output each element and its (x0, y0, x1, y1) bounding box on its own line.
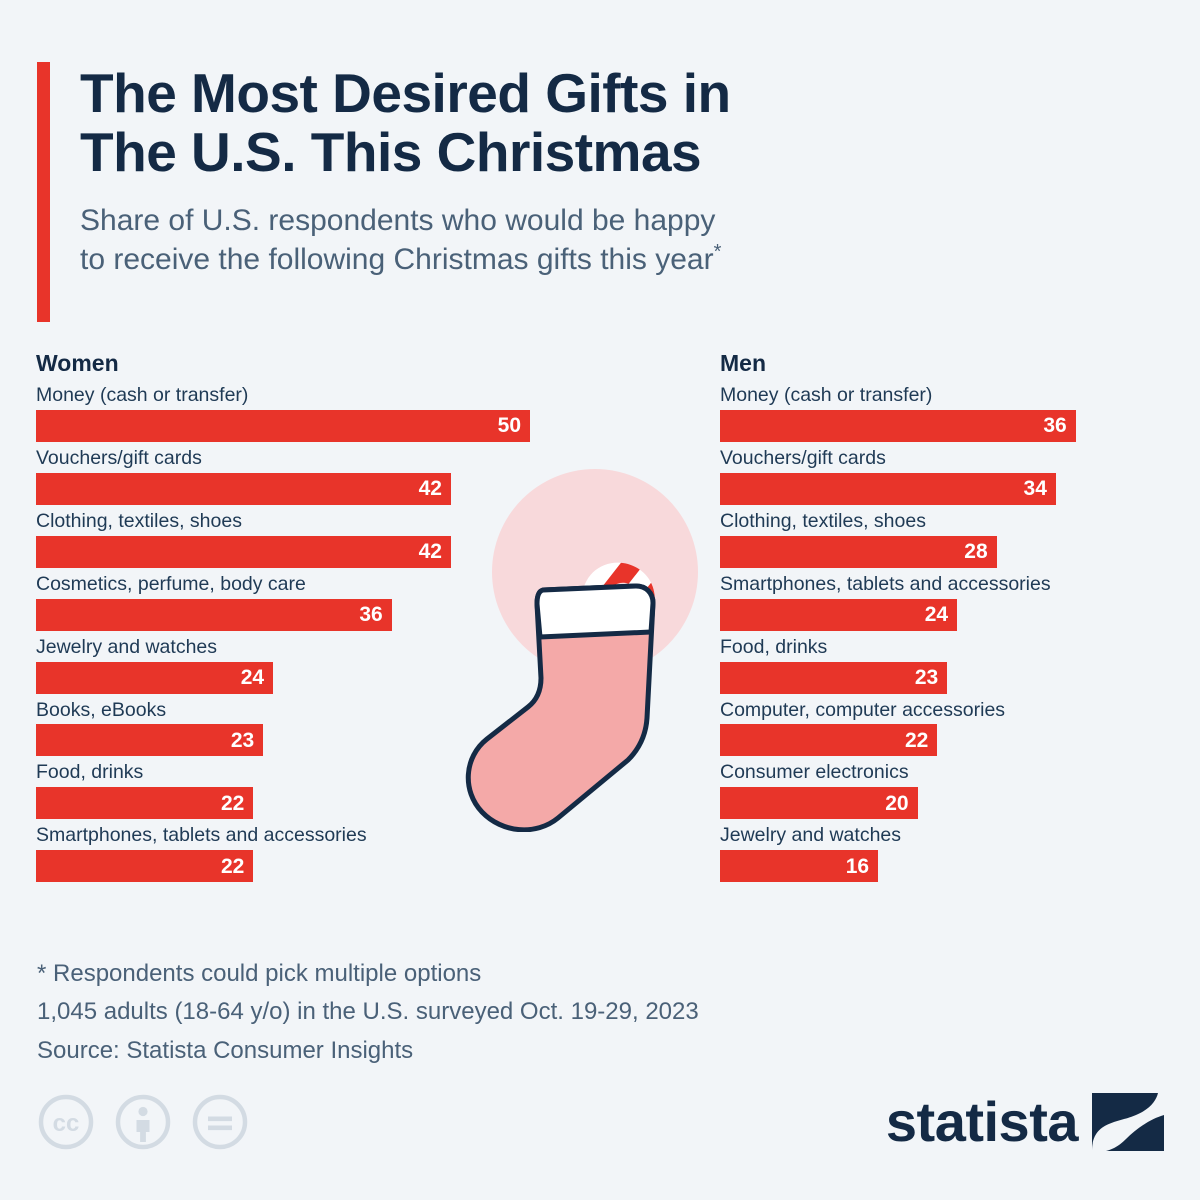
bar-row: Jewelry and watches 16 (720, 822, 1180, 883)
bar-value: 28 (964, 540, 988, 564)
bar-label: Smartphones, tablets and accessories (720, 572, 1051, 595)
bar-label: Food, drinks (720, 635, 828, 658)
bar-women-6: 22 (36, 787, 254, 820)
bar-value: 34 (1023, 477, 1047, 501)
bar-label: Books, eBooks (36, 698, 167, 721)
bar-label: Money (cash or transfer) (720, 384, 933, 406)
bar-row: Computer, computer accessories 22 (720, 697, 1180, 757)
bar-label: Computer, computer accessories (720, 698, 1006, 721)
bar-women-5: 23 (36, 724, 264, 757)
bar-women-3: 36 (36, 598, 392, 631)
bar-row: Jewelry and watches 24 (36, 634, 556, 694)
bar-value: 42 (418, 477, 442, 501)
bar-label: Jewelry and watches (36, 635, 218, 658)
bar-row: Books, eBooks 23 (36, 697, 556, 757)
bar-row: Smartphones, tablets and accessories 22 (36, 822, 556, 883)
header-text: The Most Desired Gifts in The U.S. This … (80, 62, 731, 322)
creative-commons-icons: cc (37, 1093, 249, 1151)
bar-row: Vouchers/gift cards 42 (36, 445, 556, 505)
bar-list-women: Money (cash or transfer) 50 Vouchers/gift … (36, 382, 556, 883)
footnote-source: Source: Statista Consumer Insights (37, 1036, 414, 1064)
bar-men-6: 20 (720, 787, 918, 820)
group-title-women: Women (36, 350, 119, 376)
footnote-multiple-options: * Respondents could pick multiple option… (37, 960, 482, 987)
bar-men-2: 28 (720, 535, 997, 568)
bar-women-7: 22 (36, 850, 254, 883)
accent-bar (37, 62, 50, 322)
bar-women-0: 50 (36, 409, 530, 442)
bar-list-men: Money (cash or transfer) 36 Vouchers/gift … (720, 382, 1180, 883)
bar-row: Money (cash or transfer) 50 (36, 382, 556, 442)
bar-row: Money (cash or transfer) 36 (720, 382, 1180, 442)
bar-label: Vouchers/gift cards (36, 446, 202, 469)
cc-nd-equals-icon[interactable] (191, 1093, 249, 1151)
bar-label: Clothing, textiles, shoes (36, 509, 242, 532)
bar-value: 36 (1043, 414, 1067, 438)
bar-row: Cosmetics, perfume, body care 36 (36, 571, 556, 631)
bar-label: Clothing, textiles, shoes (720, 509, 926, 532)
bar-row: Vouchers/gift cards 34 (720, 445, 1180, 505)
bar-value: 16 (845, 854, 870, 878)
bar-men-0: 36 (720, 409, 1076, 442)
chart-columns: Women Money (cash or transfer) 50 Vouchers… (0, 352, 1200, 932)
bar-men-1: 34 (720, 472, 1056, 505)
bar-row: Clothing, textiles, shoes 28 (720, 508, 1180, 568)
footnotes: * Respondents could pick multiple option… (37, 955, 997, 1070)
chart-column-women: Women Money (cash or transfer) 50 Vouchers… (36, 352, 556, 885)
bar-row: Clothing, textiles, shoes 42 (36, 508, 556, 568)
footer: cc statista (0, 1085, 1200, 1185)
cc-icon[interactable]: cc (37, 1093, 95, 1151)
bar-row: Consumer electronics 20 (720, 759, 1180, 820)
bar-men-3: 24 (720, 598, 958, 631)
bar-value: 50 (497, 414, 521, 438)
bar-women-2: 42 (36, 535, 451, 568)
bar-label: Cosmetics, perfume, body care (36, 572, 306, 595)
bar-value: 22 (905, 728, 929, 752)
bar-value: 24 (240, 666, 265, 690)
bar-value: 23 (914, 666, 939, 690)
statista-wave-mark (1092, 1093, 1164, 1151)
footnote-survey-details: 1,045 adults (18-64 y/o) in the U.S. sur… (37, 998, 699, 1026)
bar-label: Consumer electronics (720, 761, 909, 784)
bar-row: Smartphones, tablets and accessories 24 (720, 571, 1180, 631)
bar-label: Food, drinks (36, 761, 144, 784)
bar-value: 42 (418, 540, 442, 564)
cc-by-person-icon[interactable] (114, 1093, 172, 1151)
page-title: The Most Desired Gifts in The U.S. This … (80, 62, 731, 183)
bar-label: Vouchers/gift cards (720, 446, 886, 469)
statista-logo[interactable]: statista (886, 1093, 1164, 1151)
bar-women-4: 24 (36, 661, 274, 694)
bar-value: 24 (924, 603, 949, 627)
subtitle-text: Share of U.S. respondents who would be h… (80, 203, 716, 277)
bar-women-1: 42 (36, 472, 451, 505)
bar-value: 22 (221, 791, 245, 815)
chart-column-men: Men Money (cash or transfer) 36 Vouchers/g… (720, 352, 1180, 885)
bar-label: Money (cash or transfer) (36, 384, 249, 406)
group-title-men: Men (720, 350, 766, 376)
bar-label: Smartphones, tablets and accessories (36, 824, 367, 847)
statista-wordmark: statista (885, 1090, 1079, 1153)
bar-men-7: 16 (720, 850, 879, 883)
svg-text:cc: cc (53, 1110, 80, 1137)
bar-row: Food, drinks 23 (720, 634, 1180, 694)
bar-value: 20 (885, 791, 909, 815)
bar-men-4: 23 (720, 661, 948, 694)
bar-value: 23 (230, 728, 255, 752)
page-subtitle: Share of U.S. respondents who would be h… (80, 202, 731, 280)
bar-value: 22 (221, 854, 245, 878)
subtitle-footnote-marker: * (713, 241, 722, 264)
bar-men-5: 22 (720, 724, 938, 757)
bar-value: 36 (359, 603, 383, 627)
bar-label: Jewelry and watches (720, 824, 902, 847)
header: The Most Desired Gifts in The U.S. This … (37, 62, 1137, 322)
bar-row: Food, drinks 22 (36, 759, 556, 820)
